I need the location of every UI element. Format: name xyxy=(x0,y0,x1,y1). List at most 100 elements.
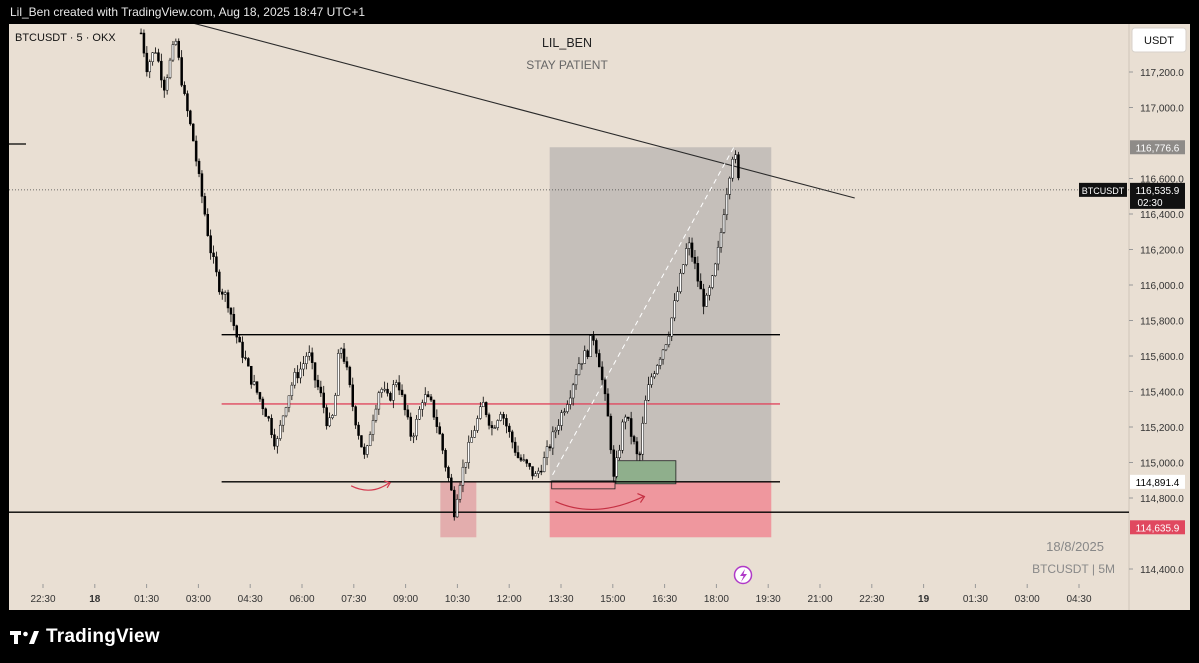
candle-body xyxy=(716,247,720,265)
candle-body xyxy=(508,425,511,433)
candle-body xyxy=(577,363,581,376)
time-axis[interactable]: 22:30 18 01:30 03:00 04:30 06:00 07:30 09:00 10:… xyxy=(30,584,1092,605)
candle-body xyxy=(363,446,366,455)
candle-body xyxy=(679,272,682,292)
candle-body xyxy=(571,384,575,399)
symbol-price-tag-text: BTCUSDT xyxy=(1082,186,1125,196)
candle-body xyxy=(548,446,552,449)
candle-body xyxy=(426,394,430,398)
target-price-badge xyxy=(1130,140,1185,155)
candle-body xyxy=(687,242,691,249)
candle-body xyxy=(461,466,465,486)
x-tick-label: 03:00 xyxy=(1015,594,1040,605)
chart-area[interactable]: BTCUSDT · 5 · OKX LIL_BEN STAY PATIENT 1… xyxy=(9,0,1190,610)
candle-body xyxy=(296,372,299,379)
y-tick-label: 117,200.0 xyxy=(1140,68,1184,79)
x-tick-label: 13:30 xyxy=(548,594,573,605)
candle-body xyxy=(389,392,392,401)
candle-body xyxy=(394,382,398,385)
x-tick-label: 19 xyxy=(918,594,930,605)
candle-body xyxy=(502,414,505,419)
candle-body xyxy=(270,417,273,436)
candle-body xyxy=(186,93,189,112)
curved-arrow-head xyxy=(637,492,646,503)
candle-body xyxy=(696,263,700,282)
candle-body xyxy=(325,407,328,427)
candle-body xyxy=(415,418,418,437)
footer-bar: TradingView xyxy=(0,610,1199,663)
candle-body xyxy=(719,232,723,248)
stop-marker-box[interactable] xyxy=(551,480,616,490)
candle-body xyxy=(473,430,476,438)
candle-body xyxy=(699,280,702,290)
candle-body xyxy=(351,384,354,407)
candle-body xyxy=(432,399,436,418)
candle-body xyxy=(626,416,630,419)
trend-line[interactable] xyxy=(109,0,855,199)
price-axis[interactable]: 117,200.0 117,000.0 116,600.0 116,400.0 116,… xyxy=(1129,68,1184,576)
horizontal-levels[interactable] xyxy=(9,334,1129,513)
candle-body xyxy=(421,402,424,410)
candle-body xyxy=(418,409,421,420)
x-tick-label: 10:30 xyxy=(445,594,470,605)
x-tick-label: 06:00 xyxy=(289,594,314,605)
candle-body xyxy=(618,450,621,459)
candle-body xyxy=(180,57,183,86)
candle-body xyxy=(412,435,415,438)
candle-body xyxy=(423,394,427,403)
candle-body xyxy=(641,422,644,455)
candle-body xyxy=(476,418,479,431)
long-position-zone[interactable] xyxy=(549,147,772,482)
candle-body xyxy=(145,52,149,73)
x-tick-label: 04:30 xyxy=(1066,594,1091,605)
candle-body xyxy=(160,60,163,81)
candle-body xyxy=(276,438,279,447)
candle-body xyxy=(284,407,288,417)
curved-arrow-head xyxy=(383,480,392,489)
candle-body xyxy=(682,264,685,274)
flash-icon[interactable] xyxy=(733,565,753,585)
candle-body xyxy=(244,357,247,359)
symbol-price-tag xyxy=(1079,182,1127,197)
candle-body xyxy=(267,416,270,419)
candle-body xyxy=(435,416,439,427)
watermark-symbol: BTCUSDT | 5M xyxy=(1032,562,1115,576)
candle-body xyxy=(365,445,369,455)
candle-body xyxy=(554,429,557,433)
candle-body xyxy=(441,433,444,451)
candle-body xyxy=(444,449,447,468)
entry-box[interactable] xyxy=(615,460,677,485)
candle-body xyxy=(278,424,282,439)
candle-body xyxy=(690,242,694,258)
candle-body xyxy=(218,271,221,293)
candle-body xyxy=(583,350,586,364)
candle-body xyxy=(215,256,218,273)
candle-body xyxy=(206,213,209,236)
candle-body xyxy=(655,365,659,374)
candle-body xyxy=(734,154,737,160)
candle-body xyxy=(194,140,198,162)
candle-body xyxy=(252,381,256,385)
note-label: STAY PATIENT xyxy=(526,58,608,72)
candle-body xyxy=(528,463,531,467)
y-tick-label: 116,000.0 xyxy=(1140,281,1184,292)
candle-body xyxy=(705,294,708,307)
currency-button[interactable]: USDT xyxy=(1131,27,1187,53)
tradingview-logo[interactable]: TradingView xyxy=(10,626,160,648)
candle-body xyxy=(612,449,615,477)
candle-body xyxy=(261,398,265,410)
candle-body xyxy=(307,352,311,357)
candle-body xyxy=(220,291,224,295)
candle-body xyxy=(632,436,636,442)
watermark-date: 18/8/2025 xyxy=(1046,539,1104,554)
price-chart[interactable]: BTCUSDT · 5 · OKX LIL_BEN STAY PATIENT 1… xyxy=(9,0,1190,610)
candle-body xyxy=(183,84,186,94)
price-badges: 116,776.6 114,891.4 114,635.9 116,535.902:3… xyxy=(1079,140,1185,535)
candle-body xyxy=(484,402,488,415)
candle-body xyxy=(496,420,499,428)
candle-body xyxy=(200,173,204,197)
x-tick-label: 21:00 xyxy=(807,594,832,605)
candle-body xyxy=(606,393,610,417)
candle-body xyxy=(467,442,470,463)
candle-body xyxy=(592,335,595,341)
